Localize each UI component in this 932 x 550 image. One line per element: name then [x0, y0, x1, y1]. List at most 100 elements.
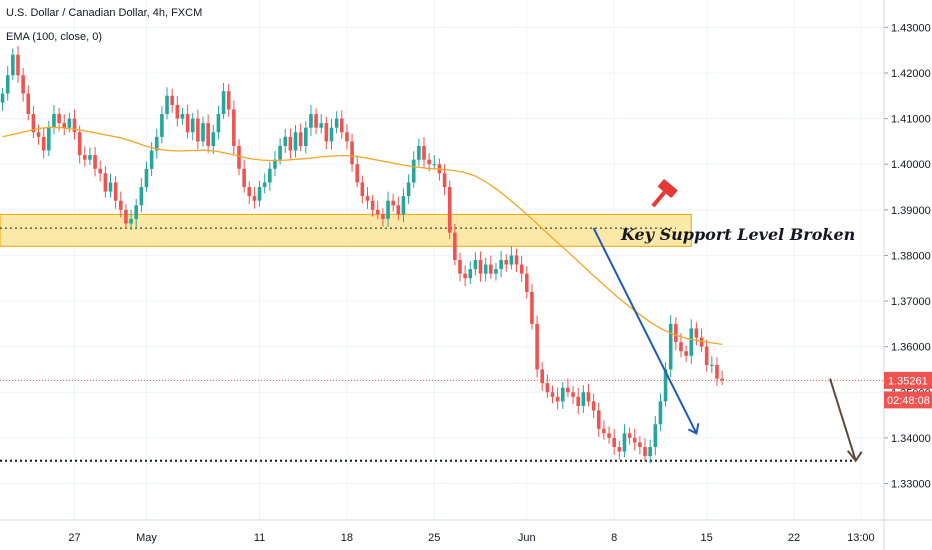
candle-body: [386, 200, 390, 219]
candle: [499, 250, 503, 278]
candle-body: [31, 114, 36, 133]
candle: [134, 199, 138, 228]
candle: [108, 173, 113, 198]
candle-body: [720, 378, 724, 381]
candle: [262, 173, 267, 194]
candle-body: [442, 173, 447, 188]
candle-body: [77, 132, 82, 156]
candle: [31, 106, 36, 139]
candle-body: [602, 428, 606, 434]
candle: [591, 393, 596, 419]
candle-body: [293, 132, 298, 151]
candle: [653, 415, 658, 456]
legend-title: U.S. Dollar / Canadian Dollar, 4h, FXCM: [6, 7, 202, 19]
candle: [386, 191, 390, 228]
candle-body: [319, 123, 324, 128]
candle-body: [375, 209, 380, 215]
candle-body: [304, 127, 308, 146]
candle: [478, 251, 483, 282]
candle: [602, 420, 606, 440]
candle-body: [417, 145, 421, 160]
y-tick-label: 1.43000: [891, 22, 931, 34]
candle-body: [704, 346, 709, 365]
candle: [375, 200, 380, 220]
y-tick-label: 1.40000: [891, 159, 931, 171]
candle: [391, 193, 395, 212]
candle-body: [67, 118, 72, 128]
candle: [365, 187, 370, 209]
candle: [304, 121, 308, 154]
candle-body: [252, 196, 257, 201]
candle: [5, 66, 10, 101]
candle-body: [196, 118, 200, 142]
candle: [530, 283, 534, 330]
candle: [694, 322, 699, 346]
candle-body: [273, 159, 277, 169]
candle: [319, 114, 324, 134]
candle: [514, 248, 519, 272]
candle-body: [201, 123, 205, 142]
candle-body: [339, 118, 344, 133]
candle: [401, 188, 406, 223]
countdown-value: 02:48:08: [887, 395, 930, 407]
x-tick-label: 27: [68, 532, 80, 544]
candle-body: [674, 323, 678, 343]
candle-body: [411, 159, 416, 183]
candle-body: [247, 187, 252, 197]
candle: [52, 105, 56, 135]
candle-body: [118, 200, 123, 210]
candle-body: [72, 118, 77, 133]
candle-body: [144, 168, 149, 188]
candle-body: [566, 387, 570, 393]
candle-body: [129, 218, 133, 224]
candle-body: [710, 364, 714, 366]
candle: [596, 402, 601, 437]
candle: [406, 174, 411, 204]
candle-body: [473, 260, 478, 270]
candle-body: [329, 127, 334, 142]
candle-body: [190, 118, 195, 133]
candle: [715, 357, 719, 386]
candle: [612, 428, 616, 455]
candle-body: [26, 93, 31, 115]
candle-body: [288, 136, 293, 151]
trend-line: [592, 227, 698, 434]
candle-body: [617, 447, 622, 452]
candle: [309, 104, 313, 136]
candle: [88, 147, 92, 165]
x-tick-label: Jun: [518, 532, 536, 544]
candle-body: [612, 437, 616, 448]
candle: [216, 105, 221, 140]
candle: [545, 374, 550, 399]
candle-body: [52, 114, 56, 128]
candle-body: [149, 150, 154, 169]
x-tick-label: 22: [788, 532, 800, 544]
x-tick-label: 8: [611, 532, 617, 544]
candle-body: [525, 273, 529, 292]
candle-body: [596, 410, 601, 429]
candle: [622, 424, 627, 458]
candle: [494, 263, 498, 281]
candle-body: [550, 392, 555, 397]
forecast-arrow: [829, 378, 857, 462]
candle-body: [211, 132, 216, 146]
candle: [566, 378, 570, 398]
candle-body: [134, 205, 138, 219]
candle: [607, 426, 611, 444]
candle: [632, 428, 637, 451]
candle: [339, 110, 344, 139]
candle: [329, 118, 334, 150]
candle: [211, 124, 216, 155]
candle-body: [237, 145, 241, 169]
candle-body: [113, 182, 118, 201]
candle-body: [232, 109, 236, 146]
y-tick-label: 1.33000: [891, 479, 931, 491]
candle: [314, 108, 318, 135]
candle: [36, 124, 41, 145]
candle-body: [180, 114, 185, 119]
candle: [360, 175, 365, 204]
y-tick-label: 1.34000: [891, 433, 931, 445]
